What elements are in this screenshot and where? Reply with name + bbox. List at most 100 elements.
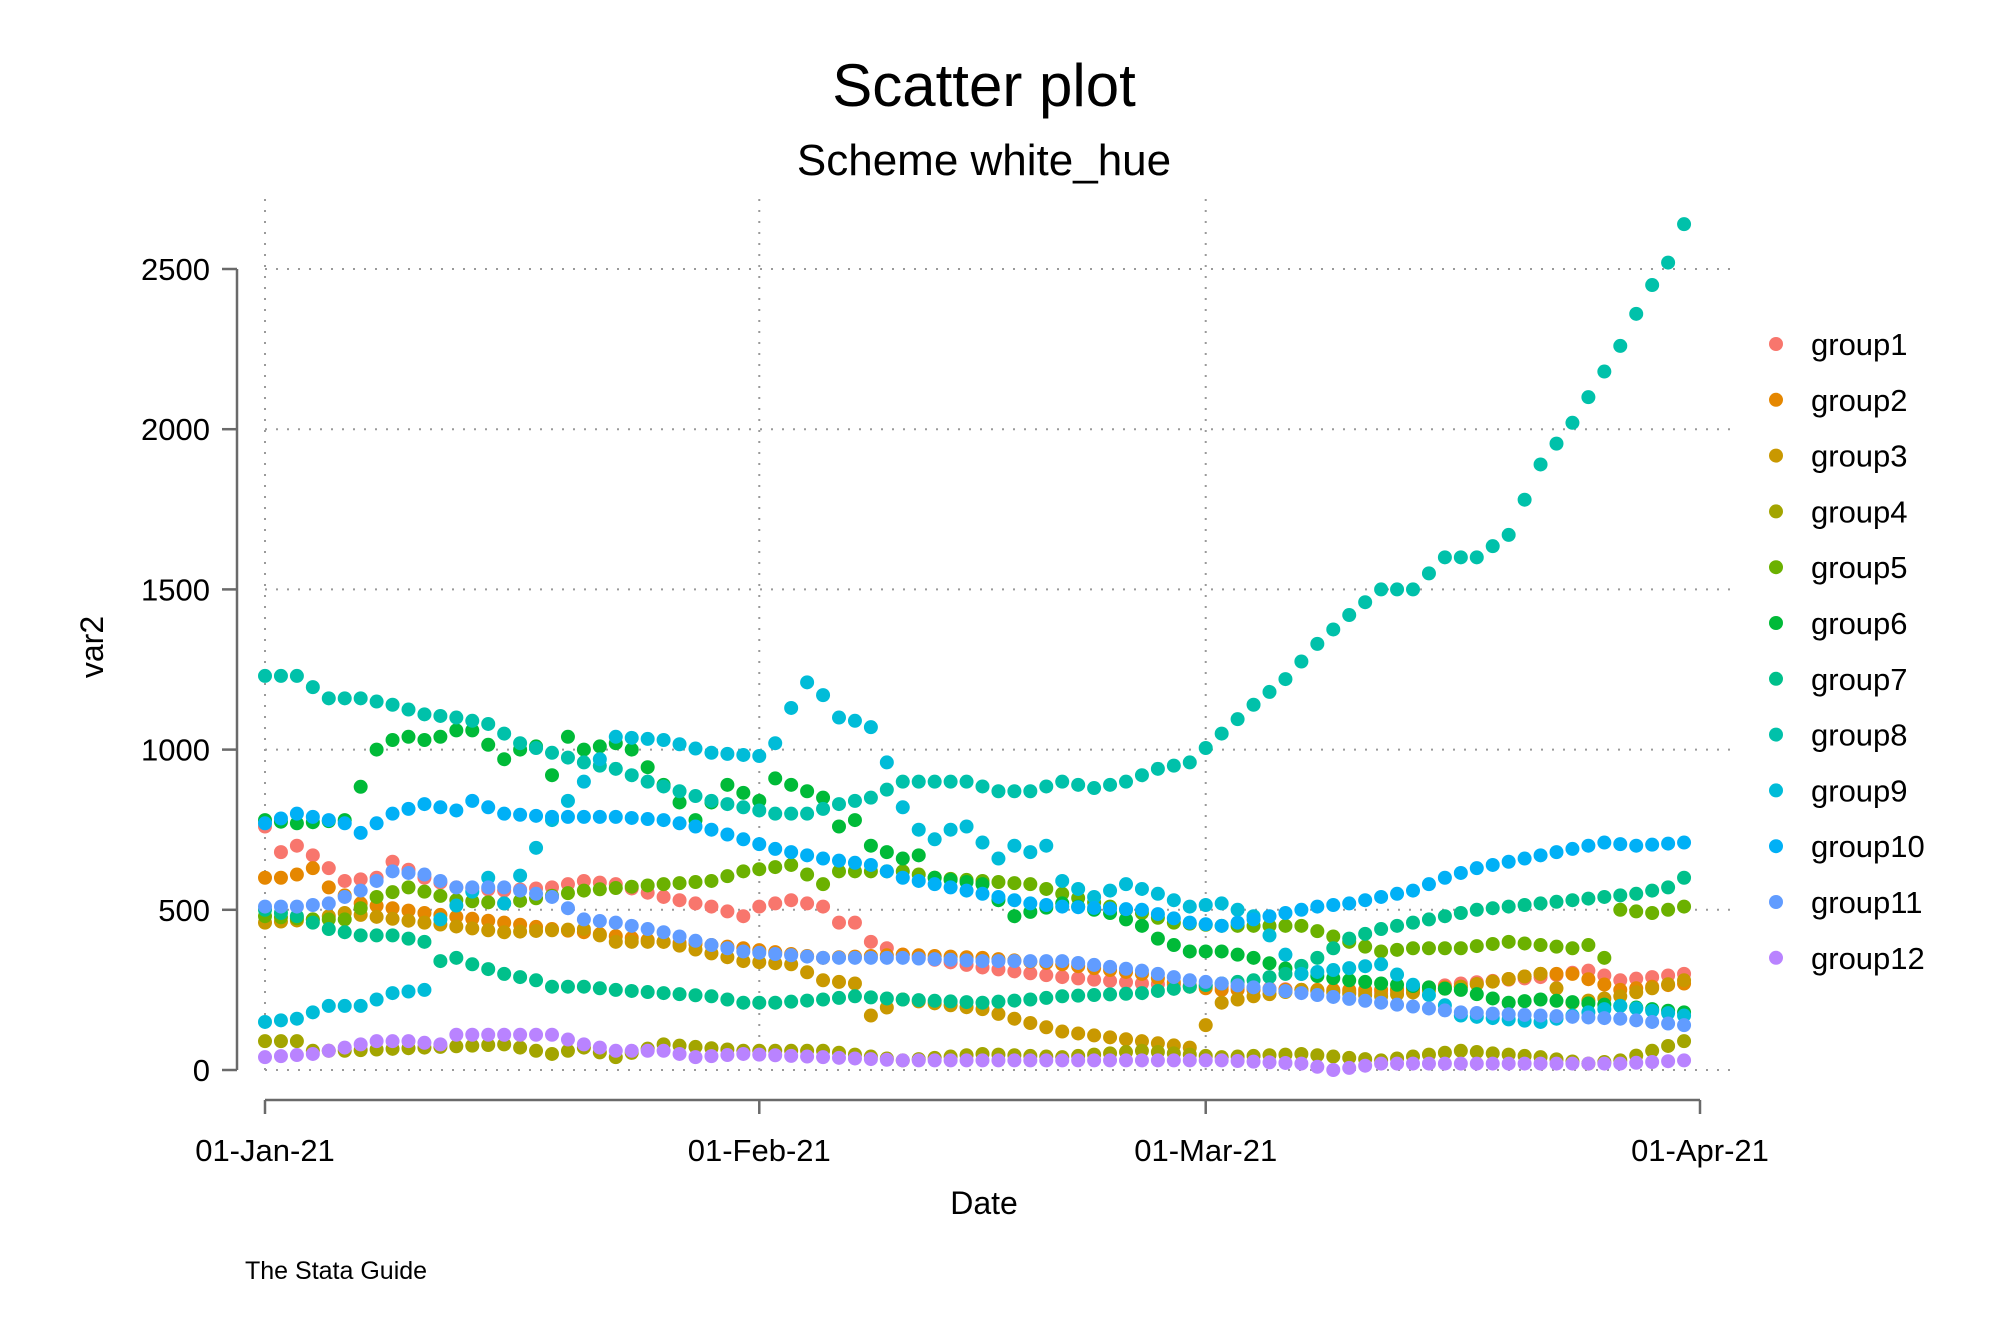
- data-point: [529, 808, 544, 823]
- data-point: [497, 966, 512, 981]
- legend-marker: [1769, 392, 1783, 407]
- data-point: [1453, 865, 1468, 880]
- data-point: [752, 803, 767, 818]
- data-point: [1134, 918, 1149, 933]
- data-point: [289, 867, 304, 882]
- data-point: [1119, 902, 1133, 917]
- data-point: [545, 768, 559, 783]
- data-point: [305, 1046, 320, 1061]
- data-point: [513, 970, 528, 985]
- data-point: [1023, 784, 1038, 799]
- data-point: [1071, 971, 1086, 986]
- data-point: [736, 944, 751, 959]
- data-point: [497, 880, 512, 895]
- data-point: [1134, 976, 1149, 991]
- data-point: [736, 800, 751, 815]
- data-point: [353, 872, 368, 887]
- data-point: [1390, 997, 1405, 1012]
- data-point: [991, 875, 1006, 890]
- data-point: [592, 752, 607, 767]
- chart-title: Scatter plot: [832, 52, 1136, 119]
- data-point: [576, 979, 591, 994]
- data-point: [911, 993, 926, 1008]
- data-point: [608, 915, 623, 930]
- data-point: [1629, 886, 1644, 901]
- data-point: [975, 886, 990, 901]
- data-point: [1326, 1049, 1341, 1064]
- data-point: [465, 921, 480, 936]
- data-point: [736, 954, 751, 969]
- data-point: [656, 732, 671, 747]
- data-point: [800, 806, 815, 821]
- caption: The Stata Guide: [245, 1257, 427, 1285]
- data-point: [847, 713, 862, 728]
- legend-label: group9: [1811, 773, 1908, 808]
- data-point: [545, 923, 559, 938]
- data-point: [1374, 957, 1389, 972]
- data-point: [704, 873, 719, 888]
- data-point: [608, 982, 623, 997]
- data-point: [1501, 899, 1516, 914]
- data-point: [417, 915, 432, 930]
- data-point: [1198, 917, 1213, 932]
- data-point: [784, 893, 799, 908]
- data-point: [1597, 950, 1612, 965]
- data-point: [832, 990, 846, 1005]
- data-point: [1437, 909, 1452, 924]
- data-point: [736, 995, 751, 1010]
- data-point: [433, 912, 448, 927]
- data-point: [752, 862, 767, 877]
- data-point: [1437, 1003, 1452, 1018]
- data-point: [337, 889, 352, 904]
- data-point: [895, 851, 910, 866]
- data-point: [1055, 1024, 1070, 1039]
- data-point: [975, 779, 990, 794]
- data-point: [1007, 838, 1022, 853]
- data-point: [752, 899, 767, 914]
- data-point: [1214, 944, 1229, 959]
- data-point: [1198, 897, 1213, 912]
- data-point: [927, 774, 942, 789]
- data-point: [576, 809, 591, 824]
- data-point: [1071, 881, 1086, 896]
- data-point: [321, 861, 336, 876]
- data-point: [1103, 1053, 1118, 1068]
- data-point: [943, 822, 958, 837]
- data-point: [832, 1050, 846, 1065]
- data-point: [1007, 893, 1022, 908]
- data-point: [1645, 837, 1660, 852]
- data-point: [1485, 1046, 1500, 1061]
- data-point: [1230, 915, 1245, 930]
- data-point: [1629, 838, 1644, 853]
- y-tick-label: 0: [193, 1053, 210, 1088]
- data-point: [273, 1049, 288, 1064]
- data-point: [385, 864, 400, 879]
- data-point: [305, 915, 320, 930]
- data-point: [529, 1043, 544, 1058]
- legend-label: group4: [1811, 494, 1908, 529]
- data-point: [752, 793, 767, 808]
- data-point: [959, 819, 974, 834]
- data-point: [1549, 981, 1564, 996]
- data-point: [1358, 926, 1373, 941]
- data-point: [1581, 390, 1596, 405]
- data-point: [1358, 893, 1373, 908]
- chart-subtitle: Scheme white_hue: [797, 136, 1171, 185]
- data-point: [688, 875, 703, 890]
- data-point: [369, 694, 384, 709]
- data-point: [560, 922, 575, 937]
- data-point: [1390, 987, 1405, 1002]
- data-point: [1103, 901, 1118, 916]
- data-point: [1597, 1011, 1612, 1026]
- data-point: [784, 857, 799, 872]
- data-point: [895, 992, 910, 1007]
- data-point: [385, 732, 400, 747]
- data-point: [1071, 955, 1086, 970]
- data-point: [337, 691, 352, 706]
- data-point: [736, 1046, 751, 1061]
- data-point: [1661, 836, 1676, 851]
- data-point: [1469, 1056, 1484, 1071]
- data-point: [943, 774, 958, 789]
- data-point: [800, 949, 815, 964]
- data-point: [305, 809, 320, 824]
